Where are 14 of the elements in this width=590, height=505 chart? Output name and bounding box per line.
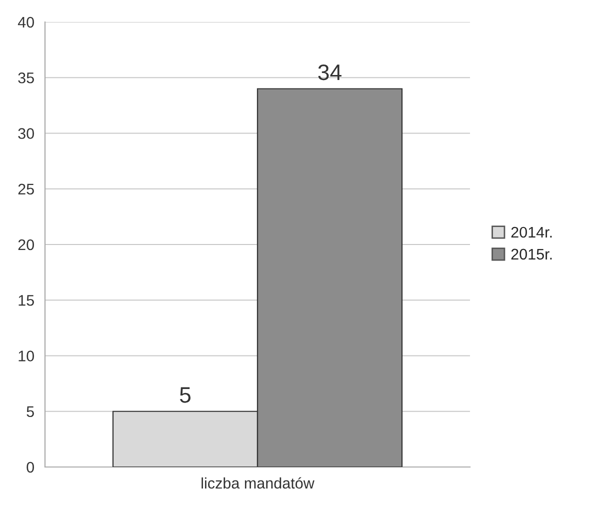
data-label: 5 (180, 387, 190, 403)
y-tick-label: 30 (18, 128, 34, 139)
data-label: 34 (318, 64, 342, 80)
legend-label: 2015r. (511, 248, 552, 260)
y-tick-label: 0 (26, 462, 34, 473)
y-tick-label: 20 (18, 239, 34, 250)
y-tick-label: 25 (18, 184, 34, 195)
y-tick-label: 35 (18, 72, 34, 84)
y-tick-label: 40 (18, 16, 34, 28)
legend-label: 2014r. (511, 226, 552, 238)
y-tick-label: 15 (18, 295, 34, 306)
x-tick-label: liczba mandatów (202, 477, 314, 489)
y-tick-label: 10 (18, 350, 34, 362)
y-tick-label: 5 (26, 406, 34, 418)
